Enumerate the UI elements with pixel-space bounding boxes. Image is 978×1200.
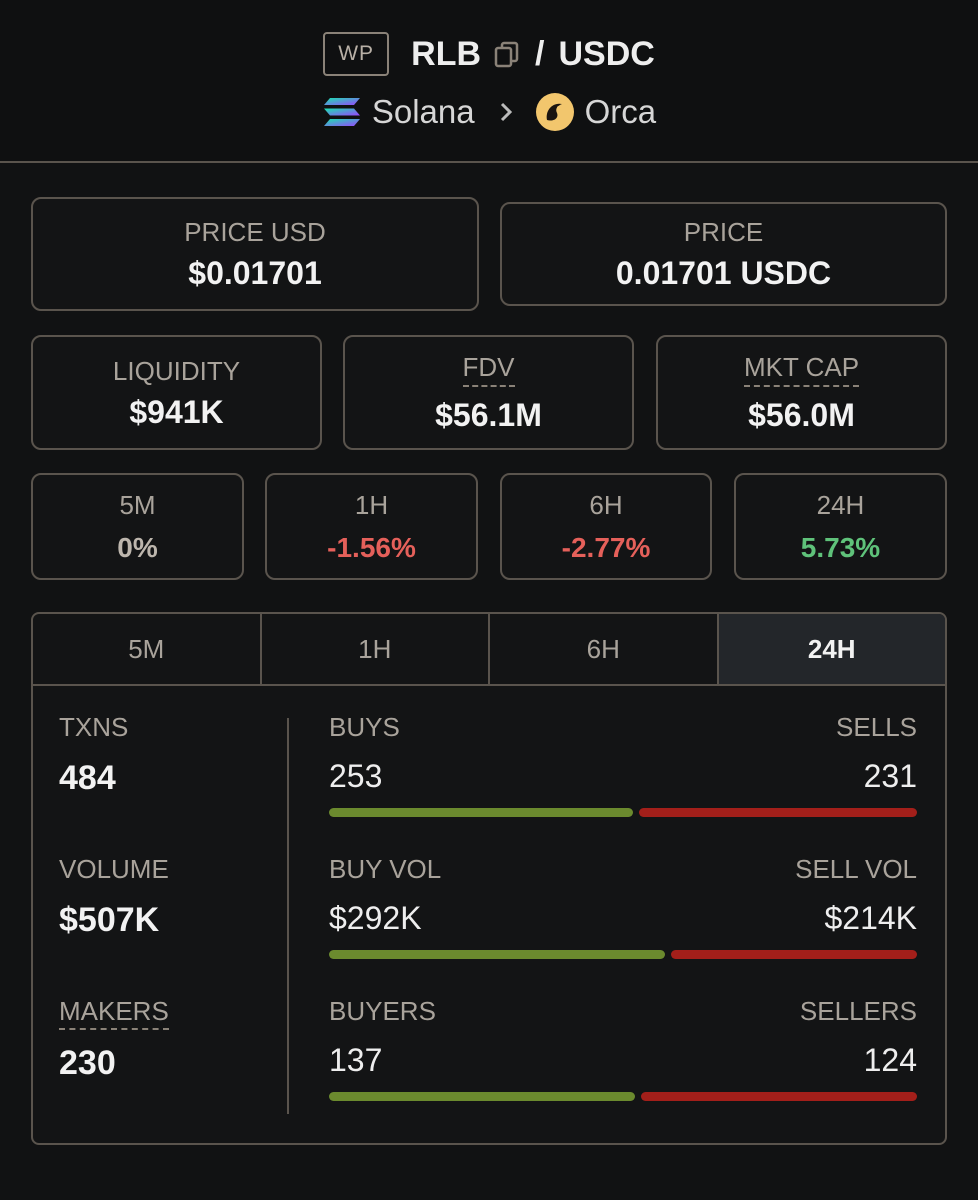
change-5m-card[interactable]: 5M 0% — [31, 473, 244, 580]
tab-24h[interactable]: 24H — [718, 614, 945, 684]
buy-bar-segment — [329, 950, 665, 959]
copy-icon[interactable] — [493, 40, 521, 68]
sell-bar-segment — [641, 1092, 917, 1101]
change-6h-card[interactable]: 6H -2.77% — [500, 473, 712, 580]
tab-5m[interactable]: 5M — [33, 614, 262, 684]
quote-symbol: USDC — [558, 34, 655, 73]
liquidity-label: LIQUIDITY — [112, 355, 241, 386]
sell-bar-segment — [639, 808, 917, 817]
volume-label: VOLUME — [59, 854, 169, 884]
change-24h-card[interactable]: 24H 5.73% — [734, 473, 947, 580]
price-usd-card: PRICE USD $0.01701 — [31, 197, 479, 311]
mktcap-label[interactable]: MKT CAP — [743, 354, 860, 387]
sell-vol-label: SELL VOL — [795, 854, 917, 884]
sells-label: SELLS — [836, 712, 917, 742]
wp-badge[interactable]: WP — [323, 32, 390, 76]
change-5m-label: 5M — [119, 489, 156, 520]
buy-vol-label: BUY VOL — [329, 854, 442, 884]
buyers-sellers-bar — [329, 1092, 917, 1101]
buyers-value: 137 — [329, 1042, 383, 1078]
change-24h-value: 5.73% — [800, 531, 881, 563]
change-1h-label: 1H — [354, 489, 389, 520]
price-quote-card: PRICE 0.01701 USDC — [500, 202, 947, 306]
buy-bar-segment — [329, 1092, 635, 1101]
price-usd-label: PRICE USD — [184, 217, 326, 247]
column-divider — [287, 718, 289, 1114]
buy-sell-volume-bar — [329, 950, 917, 959]
txns-stat: TXNS 484 — [59, 714, 289, 856]
dex-link[interactable]: Orca — [584, 93, 657, 130]
change-6h-value: -2.77% — [561, 531, 651, 563]
liquidity-card: LIQUIDITY $941K — [31, 335, 322, 450]
sell-bar-segment — [671, 950, 917, 959]
volume-value: $507K — [59, 901, 160, 939]
ratios-column: BUYS SELLS 253 231 BUY VOL SELL VOL $292… — [329, 714, 917, 1140]
txns-value: 484 — [59, 759, 116, 797]
buy-vol-value: $292K — [329, 900, 422, 936]
orca-icon — [535, 92, 575, 132]
tab-1h[interactable]: 1H — [262, 614, 490, 684]
pair-header: WP RLB / USDC Solan — [0, 0, 978, 163]
solana-icon — [322, 96, 362, 128]
sellers-label: SELLERS — [799, 996, 917, 1026]
tab-6h[interactable]: 6H — [490, 614, 719, 684]
txns-label: TXNS — [59, 712, 129, 742]
buys-sells-ratio: BUYS SELLS 253 231 — [329, 714, 917, 856]
price-quote-label: PRICE — [683, 217, 764, 247]
sell-vol-value: $214K — [824, 900, 917, 936]
makers-stat: MAKERS 230 — [59, 998, 289, 1140]
price-usd-value: $0.01701 — [188, 255, 322, 291]
buyers-sellers-ratio: BUYERS SELLERS 137 124 — [329, 998, 917, 1140]
buys-value: 253 — [329, 758, 383, 794]
totals-column: TXNS 484 VOLUME $507K MAKERS 230 — [59, 714, 289, 1140]
buys-sells-bar — [329, 808, 917, 817]
buyers-label: BUYERS — [329, 996, 436, 1026]
change-1h-card[interactable]: 1H -1.56% — [265, 473, 478, 580]
makers-value: 230 — [59, 1044, 116, 1082]
change-1h-value: -1.56% — [327, 531, 416, 563]
volume-stat: VOLUME $507K — [59, 856, 289, 998]
chevron-right-icon — [499, 101, 513, 123]
pair-separator: / — [535, 34, 545, 73]
fdv-value: $56.1M — [435, 397, 542, 433]
mktcap-card: MKT CAP $56.0M — [656, 335, 947, 450]
txn-stats-panel: 5M 1H 6H 24H TXNS 484 VOLUME $507K MAKER… — [31, 612, 947, 1145]
base-symbol: RLB — [411, 34, 482, 73]
change-5m-value: 0% — [117, 531, 158, 563]
makers-label[interactable]: MAKERS — [59, 998, 169, 1030]
liquidity-value: $941K — [129, 393, 224, 430]
breadcrumb: Solana Orca — [0, 88, 978, 136]
mktcap-value: $56.0M — [748, 397, 855, 433]
buy-sell-volume-ratio: BUY VOL SELL VOL $292K $214K — [329, 856, 917, 998]
price-quote-value: 0.01701 USDC — [615, 255, 832, 291]
timeframe-tabs: 5M 1H 6H 24H — [33, 614, 945, 686]
fdv-label[interactable]: FDV — [462, 354, 515, 387]
sells-value: 231 — [863, 758, 917, 794]
sellers-value: 124 — [863, 1042, 917, 1078]
buy-bar-segment — [329, 808, 633, 817]
buys-label: BUYS — [329, 712, 400, 742]
chain-link[interactable]: Solana — [371, 93, 475, 130]
change-6h-label: 6H — [589, 489, 623, 520]
fdv-card: FDV $56.1M — [343, 335, 634, 450]
pair-title-row: WP RLB / USDC — [0, 30, 978, 78]
change-24h-label: 24H — [816, 489, 865, 520]
